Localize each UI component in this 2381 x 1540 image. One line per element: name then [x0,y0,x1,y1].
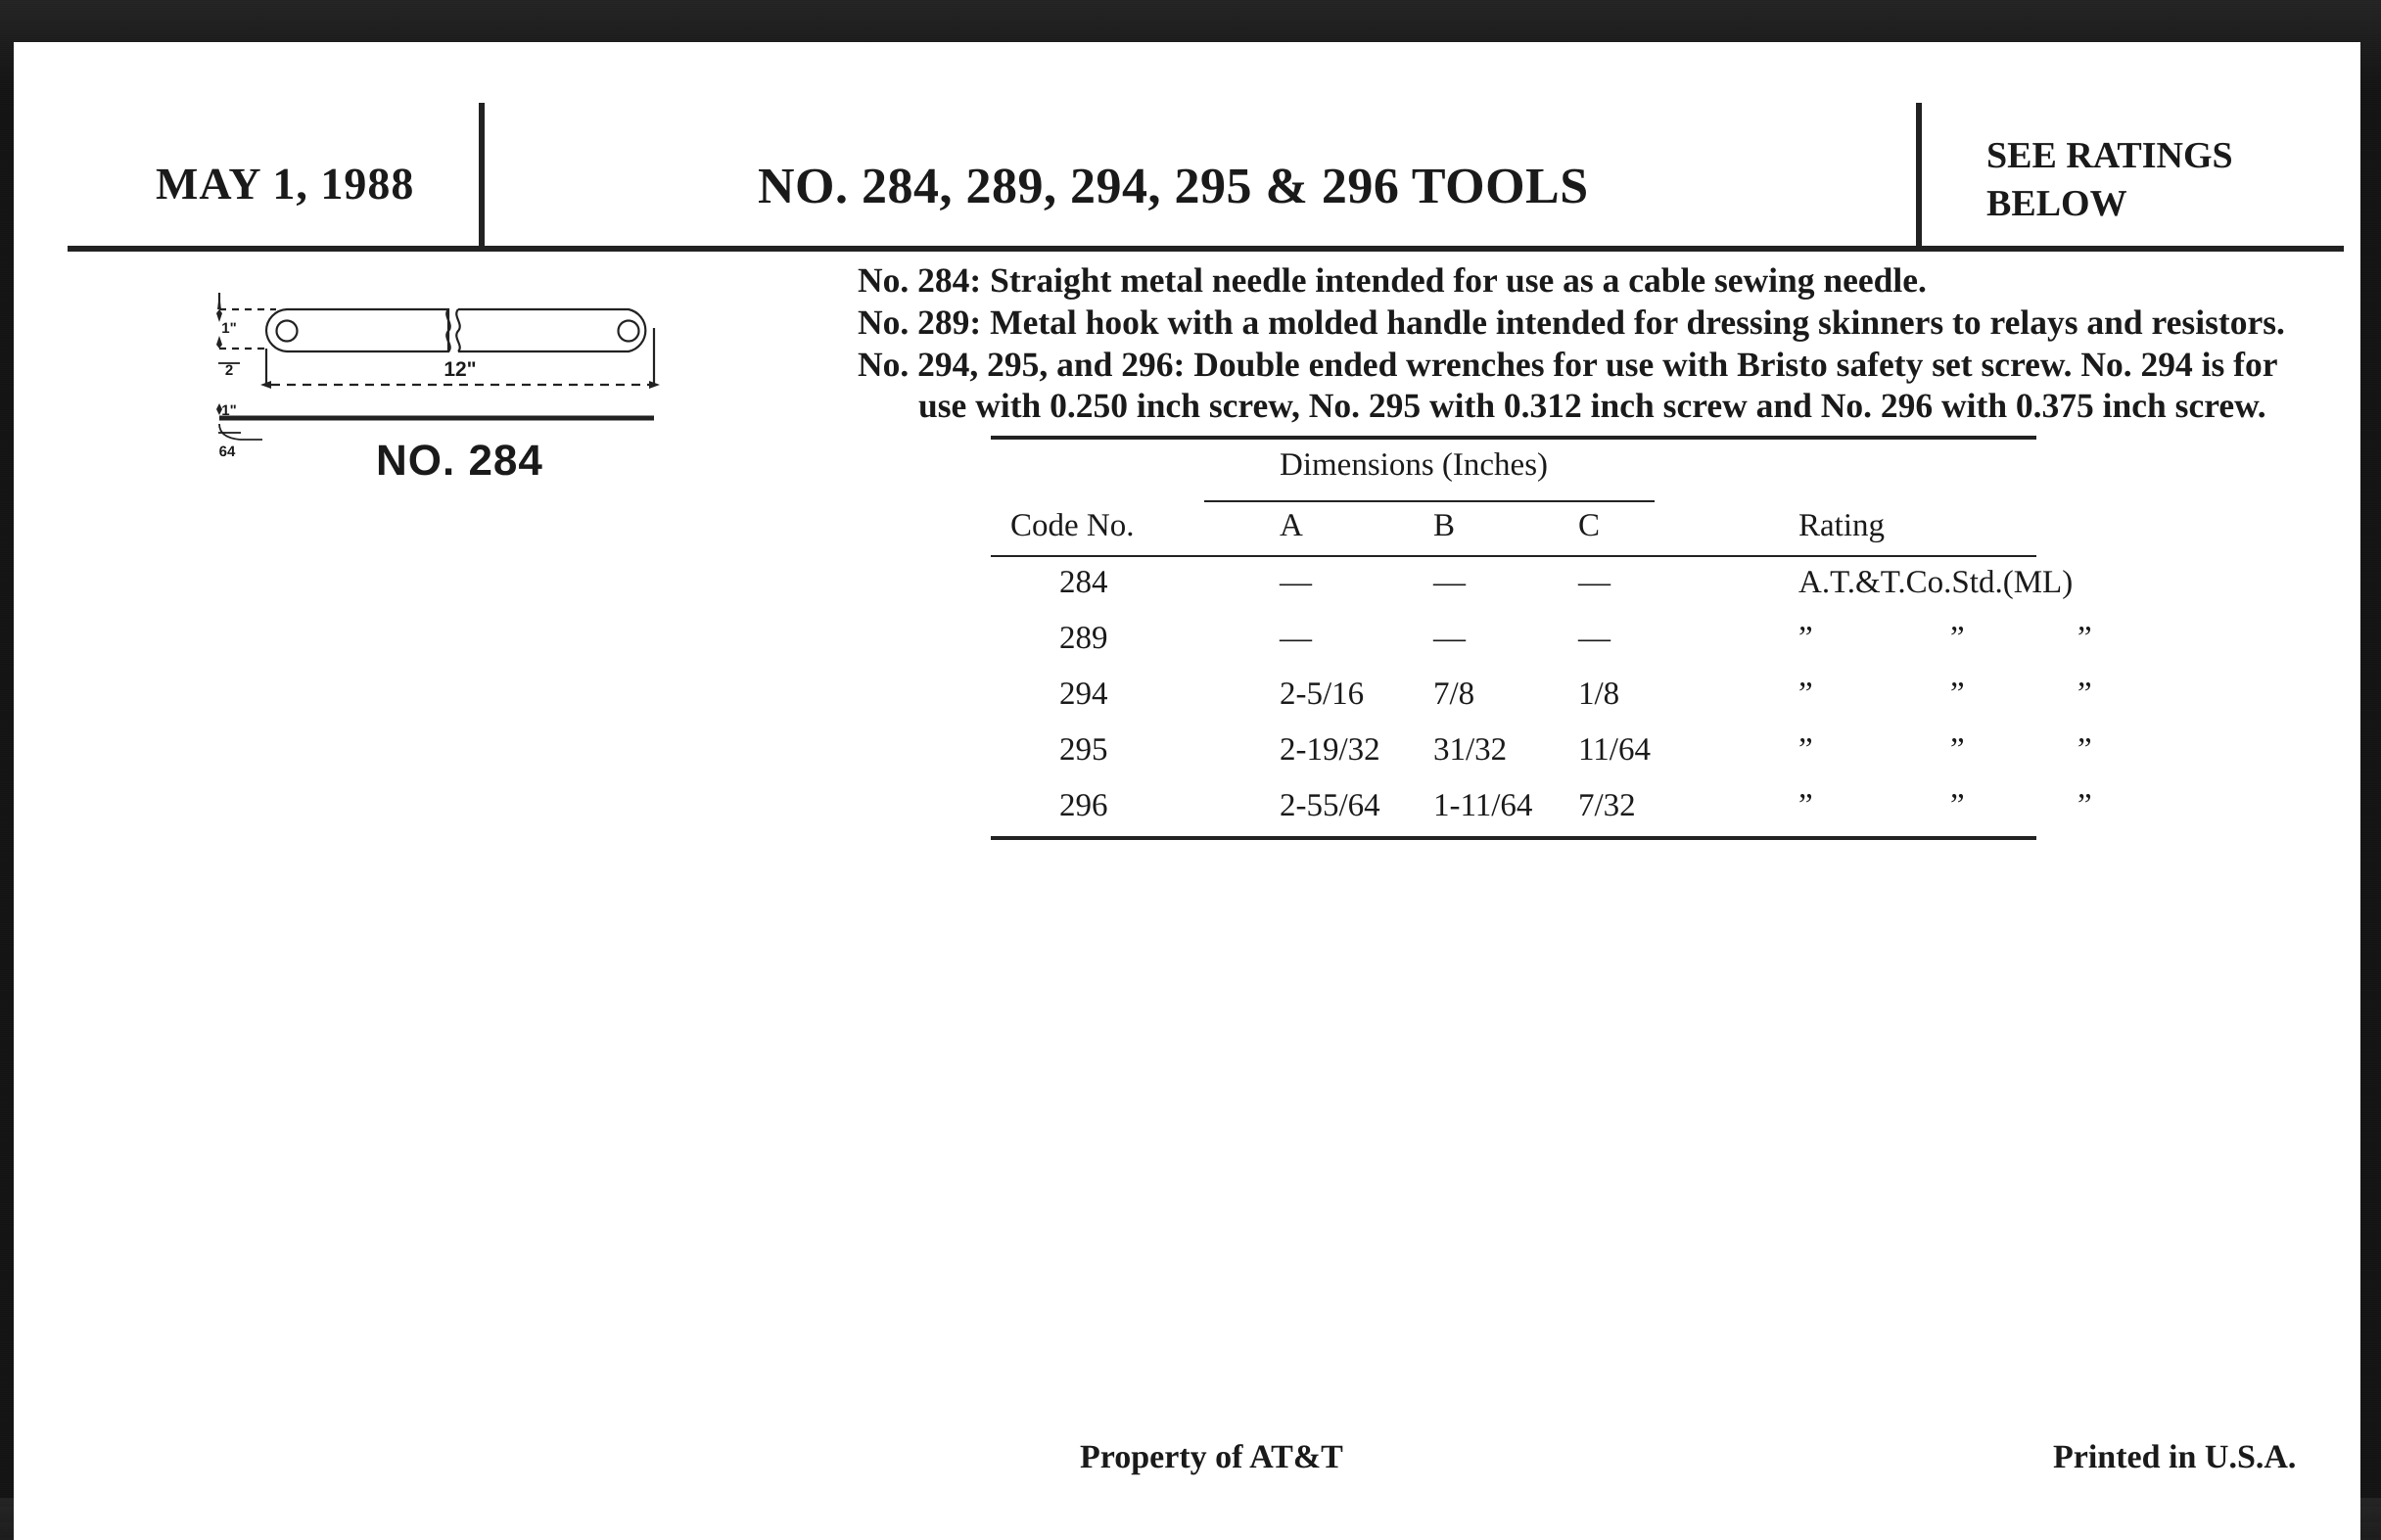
svg-text:12": 12" [444,358,476,381]
svg-text:2: 2 [225,362,233,379]
svg-text:64: 64 [219,443,236,460]
svg-text:1": 1" [221,402,236,419]
svg-text:1": 1" [221,320,236,337]
